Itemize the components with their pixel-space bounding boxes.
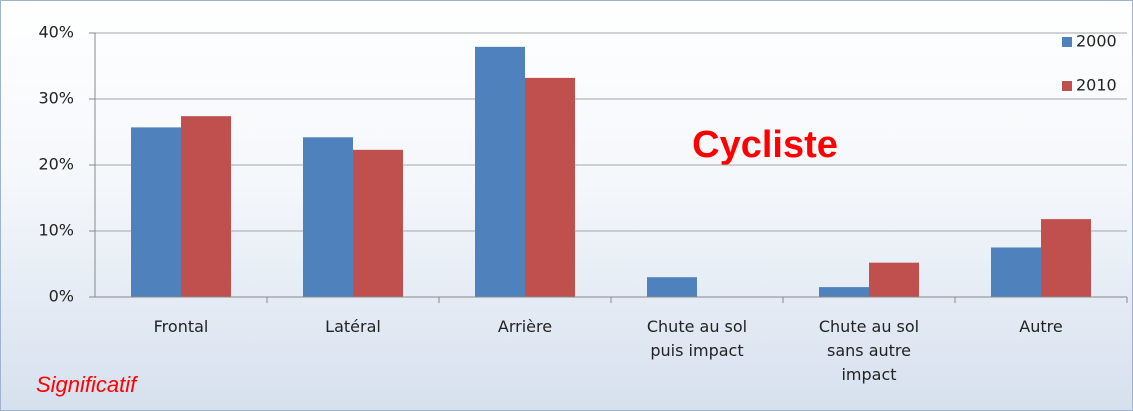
bar [475, 46, 525, 297]
x-tick-label: Latéral [325, 317, 381, 336]
x-tick-label: Arrière [497, 317, 553, 336]
bar [991, 247, 1041, 297]
y-tick-label: 10% [38, 221, 74, 240]
bar [819, 287, 869, 297]
annotation: Significatif [36, 372, 139, 397]
legend-label: 2010 [1076, 76, 1117, 95]
y-tick-label: 20% [38, 155, 74, 174]
bar [1041, 219, 1091, 297]
y-tick-label: 30% [38, 89, 74, 108]
legend-swatch [1062, 37, 1072, 47]
x-tick-label: Chute au sol puis impact [646, 317, 748, 360]
x-tick-label: Autre [1019, 317, 1063, 336]
annotation: Cycliste [692, 124, 838, 166]
x-tick-label: Chute au sol sans autre impact [818, 317, 920, 384]
x-tick-label: Frontal [153, 317, 209, 336]
bar [525, 77, 575, 297]
legend-label: 2000 [1076, 32, 1117, 51]
legend-swatch [1062, 81, 1072, 91]
bar [131, 127, 181, 297]
bar [647, 277, 697, 297]
y-tick-label: 40% [38, 23, 74, 42]
y-tick-label: 0% [49, 287, 74, 306]
bar [869, 262, 919, 297]
bar [181, 116, 231, 297]
bar [303, 137, 353, 297]
bar [353, 149, 403, 297]
